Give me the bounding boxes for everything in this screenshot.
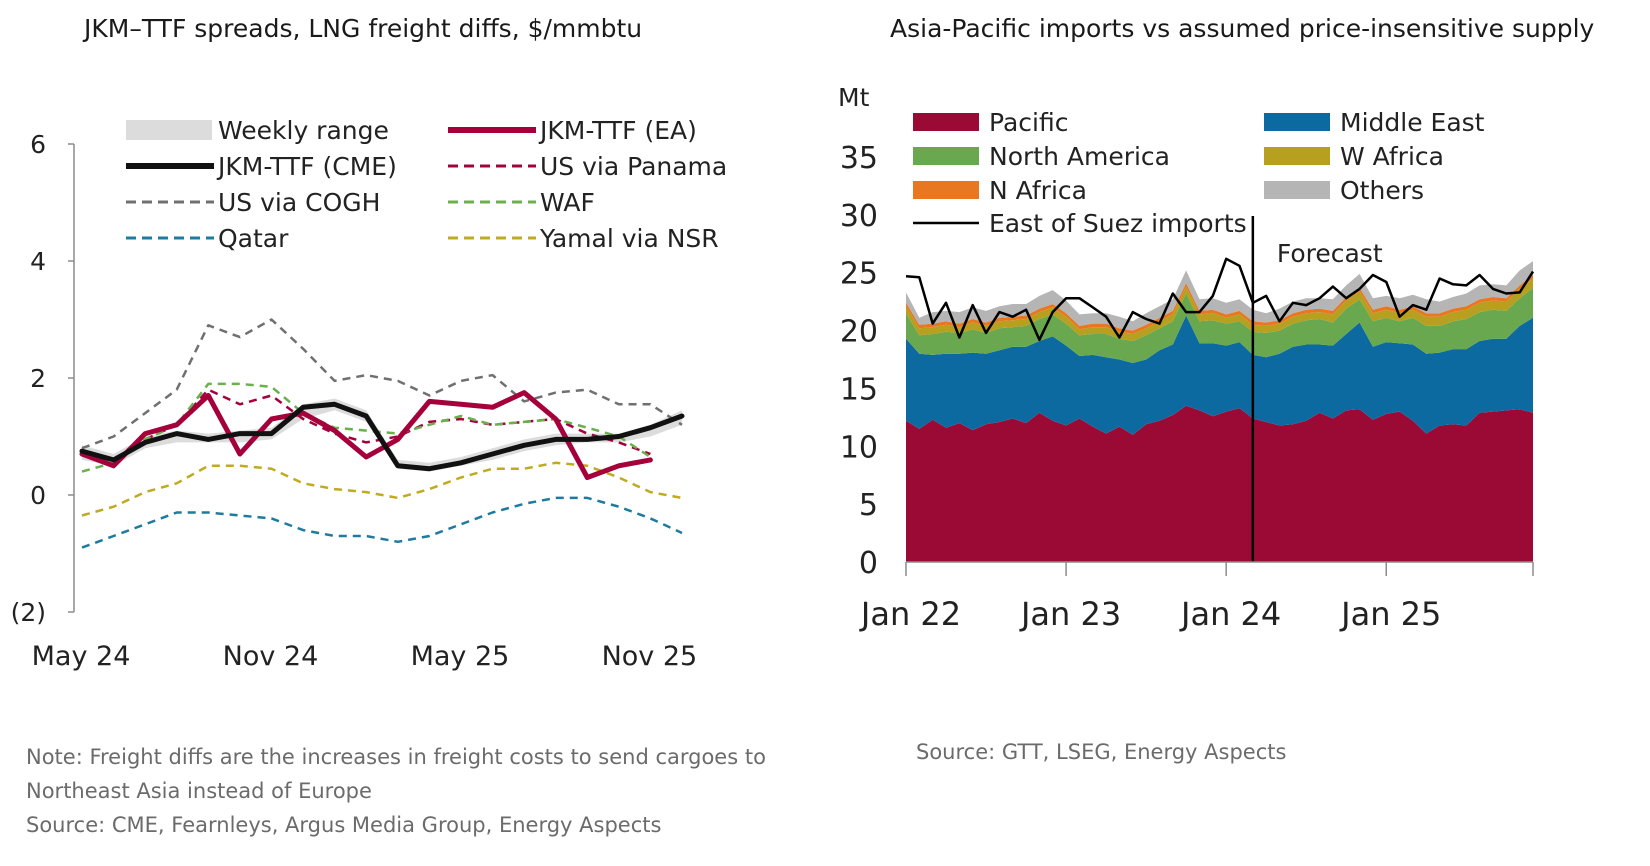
y-tick-label: 15: [840, 372, 878, 407]
x-tick-label: Nov 24: [223, 641, 319, 672]
legend-label-yamal-via-nsr: Yamal via NSR: [539, 224, 719, 253]
note-line-3: Source: CME, Fearnleys, Argus Media Grou…: [26, 813, 662, 837]
y-axis-label: Mt: [838, 83, 870, 112]
forecast-label: Forecast: [1277, 239, 1383, 268]
left-chart-note: Note: Freight diffs are the increases in…: [26, 740, 766, 842]
note-line-1: Note: Freight diffs are the increases in…: [26, 745, 766, 769]
legend-label-waf: WAF: [540, 188, 595, 217]
legend-label-pacific: Pacific: [989, 108, 1068, 137]
series-jkm-ttf-cme: [79, 401, 685, 472]
left-chart-title: JKM–TTF spreads, LNG freight diffs, $/mm…: [84, 14, 643, 43]
note-line-2: Northeast Asia instead of Europe: [26, 779, 372, 803]
y-tick-label: 0: [859, 546, 878, 581]
legend-swatch-north-america: [913, 147, 979, 165]
legend-label-east-of-suez-imports: East of Suez imports: [989, 209, 1247, 238]
right-chart: Forecast Jan 22 Jan 23 Jan 24 Jan 25 0 5 10 15 2…: [838, 83, 1535, 633]
series-us-via-cogh: [81, 318, 683, 450]
x-tick-label: Nov 25: [602, 641, 698, 672]
x-tick-label: Jan 24: [1179, 595, 1281, 633]
y-tick-label: 20: [840, 315, 878, 350]
legend-label-us-via-panama: US via Panama: [540, 152, 727, 181]
y-tick-label: 2: [30, 364, 46, 393]
x-tick-label: May 24: [32, 641, 131, 672]
series-jkm-ttf-ea: [79, 390, 653, 480]
y-tick-label: 0: [30, 481, 46, 510]
legend-swatch-weekly-range: [126, 120, 212, 140]
legend-swatch-w-africa: [1264, 147, 1330, 165]
legend-label-north-america: North America: [989, 142, 1170, 171]
y-tick-label: 10: [840, 430, 878, 465]
x-tick-label: Jan 23: [1019, 595, 1121, 633]
right-chart-title: Asia-Pacific imports vs assumed price-in…: [890, 14, 1595, 43]
x-tick-label: Jan 25: [1339, 595, 1441, 633]
y-tick-label: 6: [30, 130, 46, 159]
y-tick-label: 30: [840, 199, 878, 234]
y-tick-label: 35: [840, 141, 878, 176]
legend-label-others: Others: [1340, 176, 1424, 205]
y-tick-label: 5: [859, 488, 878, 523]
series-qatar: [81, 496, 683, 549]
legend-label-w-africa: W Africa: [1340, 142, 1444, 171]
right-chart-source: Source: GTT, LSEG, Energy Aspects: [916, 740, 1287, 764]
area-middle-east: [906, 315, 1533, 435]
y-tick-label: (2): [11, 598, 46, 627]
y-tick-label: 25: [840, 257, 878, 292]
left-chart: 6 4 2 0 (2) May 24 Nov 24 May 25 Nov 25 Weekly r…: [11, 116, 728, 672]
legend-swatch-n-africa: [913, 181, 979, 199]
x-tick-label: Jan 22: [859, 595, 961, 633]
legend-label-jkm-ttf-ea: JKM-TTF (EA): [538, 116, 697, 145]
legend-label-jkm-ttf-cme: JKM-TTF (CME): [216, 152, 397, 181]
legend-label-qatar: Qatar: [218, 224, 289, 253]
area-pacific: [906, 405, 1533, 562]
legend-swatch-middle-east: [1264, 113, 1330, 131]
legend-swatch-pacific: [913, 113, 979, 131]
legend-swatch-others: [1264, 181, 1330, 199]
legend-label-n-africa: N Africa: [989, 176, 1087, 205]
y-tick-label: 4: [30, 247, 46, 276]
legend-label-middle-east: Middle East: [1340, 108, 1485, 137]
legend-label-us-via-cogh: US via COGH: [218, 188, 380, 217]
series-east-of-suez-imports: [905, 257, 1535, 342]
area-north-america: [906, 287, 1533, 363]
legend-label-weekly-range: Weekly range: [218, 116, 389, 145]
x-tick-label: May 25: [411, 641, 510, 672]
